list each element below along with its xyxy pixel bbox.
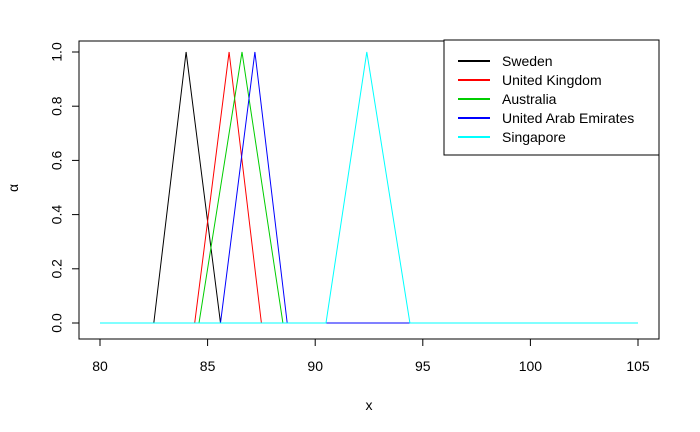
x-tick-label: 80 — [92, 358, 108, 374]
legend-label-4: Singapore — [502, 129, 566, 145]
series-layer — [100, 51, 638, 324]
y-tick-label: 0.2 — [49, 259, 65, 279]
y-axis: 0.0 0.2 0.4 0.6 0.8 1.0 — [49, 42, 80, 333]
y-tick-label: 0.0 — [49, 313, 65, 333]
x-tick-label: 100 — [519, 358, 543, 374]
x-tick-label: 105 — [626, 358, 650, 374]
x-tick-label: 95 — [415, 358, 431, 374]
series-line-4 — [100, 51, 638, 324]
legend-box — [443, 39, 660, 156]
legend: Sweden United Kingdom Australia United Arab… — [443, 39, 660, 156]
y-tick-label: 0.8 — [49, 96, 65, 116]
y-tick-label: 1.0 — [49, 42, 65, 62]
legend-label-1: United Kingdom — [502, 72, 602, 88]
x-tick-label: 90 — [307, 358, 323, 374]
x-axis: 80 85 90 95 100 105 — [92, 338, 650, 374]
legend-label-2: Australia — [502, 91, 557, 107]
legend-label-0: Sweden — [502, 53, 553, 69]
y-tick-label: 0.4 — [49, 205, 65, 225]
x-axis-label: x — [366, 397, 373, 413]
x-tick-label: 85 — [200, 358, 216, 374]
y-tick-label: 0.6 — [49, 150, 65, 170]
legend-label-3: United Arab Emirates — [502, 110, 634, 126]
y-axis-label: α — [5, 184, 21, 192]
